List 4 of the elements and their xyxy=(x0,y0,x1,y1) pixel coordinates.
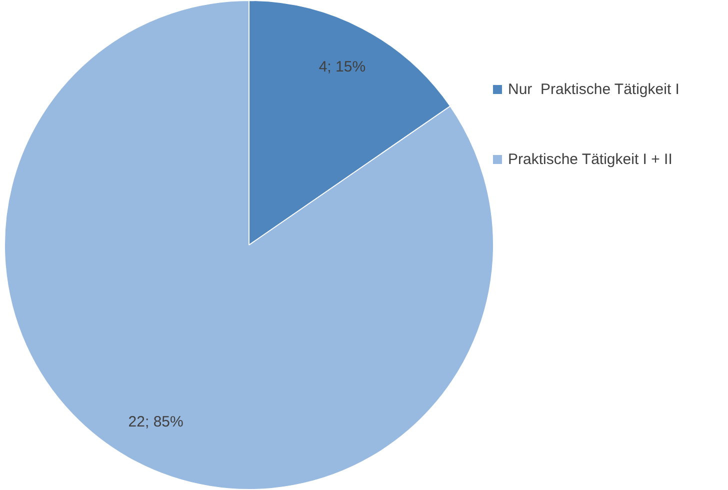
data-label: 4; 15% xyxy=(318,58,366,76)
legend-label: Praktische Tätigkeit I + II xyxy=(508,150,672,168)
legend-label: Nur Praktische Tätigkeit I xyxy=(508,80,680,98)
data-label: 22; 85% xyxy=(128,414,184,431)
